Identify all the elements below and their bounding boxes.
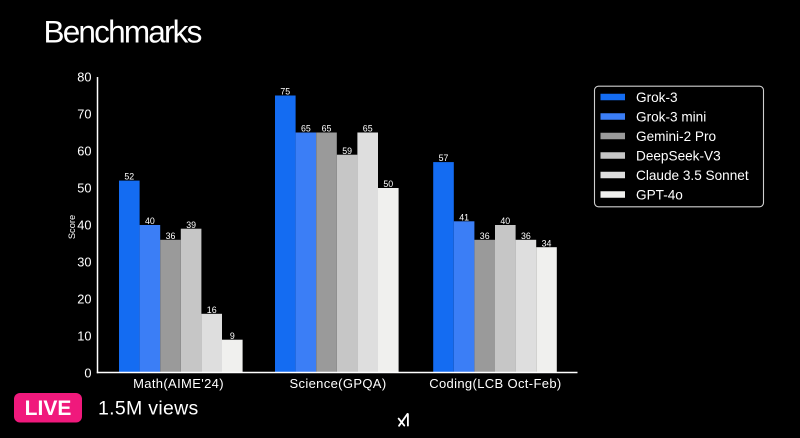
svg-text:50: 50 [77, 180, 91, 195]
svg-text:40: 40 [145, 216, 155, 226]
svg-text:65: 65 [301, 124, 311, 134]
svg-text:9: 9 [230, 331, 235, 341]
svg-text:80: 80 [77, 69, 91, 84]
svg-text:20: 20 [77, 291, 91, 306]
svg-text:65: 65 [322, 124, 332, 134]
svg-text:Grok-3 mini: Grok-3 mini [636, 109, 706, 124]
svg-text:59: 59 [342, 146, 352, 156]
svg-text:40: 40 [77, 217, 91, 232]
svg-text:39: 39 [186, 220, 196, 230]
svg-text:36: 36 [521, 231, 531, 241]
svg-text:Claude 3.5 Sonnet: Claude 3.5 Sonnet [636, 168, 749, 183]
svg-text:16: 16 [207, 305, 217, 315]
svg-text:1.5M views: 1.5M views [98, 397, 199, 419]
svg-text:41: 41 [459, 212, 469, 222]
svg-text:65: 65 [363, 124, 373, 134]
svg-text:Benchmarks: Benchmarks [44, 14, 202, 50]
svg-text:34: 34 [542, 238, 552, 248]
svg-text:36: 36 [480, 231, 490, 241]
svg-text:40: 40 [500, 216, 510, 226]
svg-text:LIVE: LIVE [25, 397, 72, 420]
svg-text:Score: Score [67, 215, 77, 239]
svg-text:57: 57 [439, 153, 449, 163]
svg-text:Science(GPQA): Science(GPQA) [289, 376, 386, 391]
svg-text:50: 50 [383, 179, 393, 189]
svg-text:36: 36 [166, 231, 176, 241]
svg-text:Grok-3: Grok-3 [636, 90, 678, 105]
svg-text:Coding(LCB Oct-Feb): Coding(LCB Oct-Feb) [429, 376, 561, 391]
svg-text:75: 75 [280, 87, 290, 97]
svg-text:30: 30 [77, 254, 91, 269]
svg-text:10: 10 [77, 328, 91, 343]
svg-text:60: 60 [77, 143, 91, 158]
svg-text:GPT-4o: GPT-4o [636, 187, 683, 202]
svg-text:0: 0 [84, 365, 91, 380]
svg-text:DeepSeek-V3: DeepSeek-V3 [636, 148, 721, 163]
svg-text:52: 52 [124, 172, 134, 182]
svg-text:Gemini-2 Pro: Gemini-2 Pro [636, 129, 716, 144]
svg-text:70: 70 [77, 106, 91, 121]
svg-text:Math(AIME'24): Math(AIME'24) [133, 376, 224, 391]
